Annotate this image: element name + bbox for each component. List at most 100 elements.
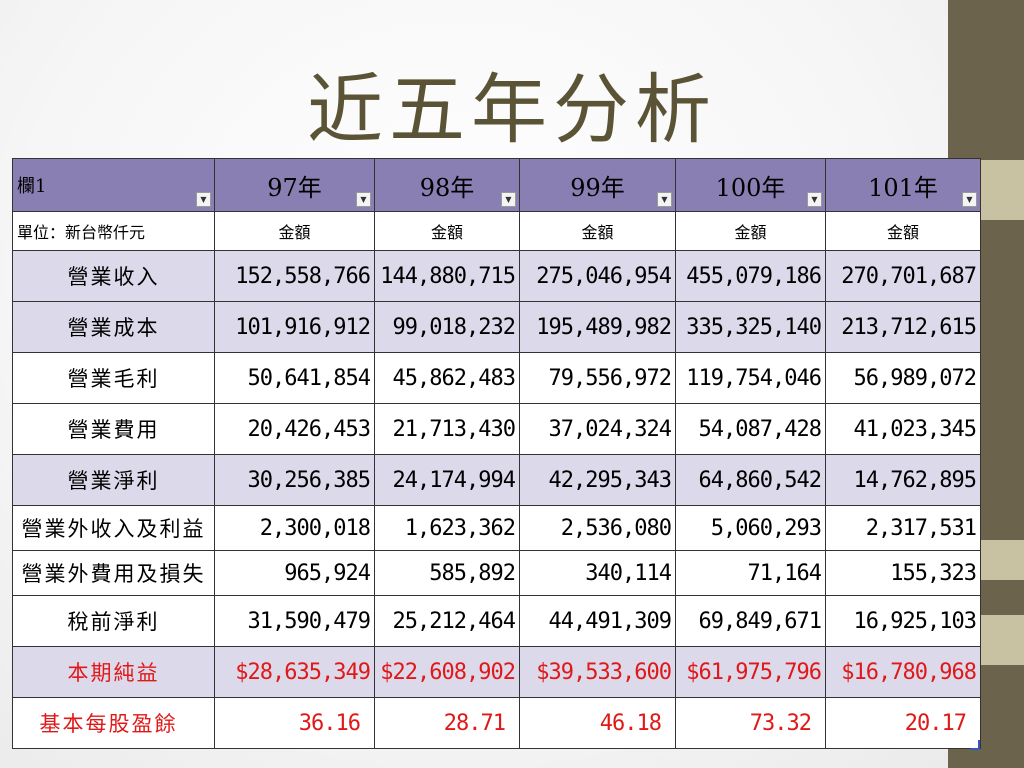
- table-cell: 44,491,309: [519, 595, 676, 647]
- filter-dropdown-icon[interactable]: ▼: [501, 192, 516, 207]
- sidebar-accent-top: [978, 160, 1024, 220]
- header-year-97: 97年 ▼: [214, 158, 375, 212]
- table-cell: 46.18: [519, 697, 676, 749]
- table-row: 營業收入 152,558,766 144,880,715 275,046,954…: [12, 250, 981, 302]
- header-year-98: 98年 ▼: [374, 158, 520, 212]
- sidebar-accent-bottom: [978, 615, 1024, 665]
- table-row: 營業外費用及損失 965,924 585,892 340,114 71,164 …: [12, 550, 981, 596]
- unit-cell: 金額: [675, 211, 826, 251]
- table-cell: 213,712,615: [825, 301, 981, 353]
- table-cell: $22,608,902: [374, 646, 520, 698]
- table-resize-handle-icon[interactable]: [970, 740, 980, 750]
- table-cell: 37,024,324: [519, 403, 676, 455]
- table-cell: 71,164: [675, 550, 826, 596]
- table-cell: 64,860,542: [675, 454, 826, 506]
- table-row: 基本每股盈餘 36.16 28.71 46.18 73.32 20.17: [12, 697, 981, 749]
- table-cell: 1,623,362: [374, 505, 520, 551]
- table-cell: 119,754,046: [675, 352, 826, 404]
- table-cell: 20,426,453: [214, 403, 375, 455]
- header-corner-label: 欄1: [17, 176, 47, 197]
- table-cell: 41,023,345: [825, 403, 981, 455]
- table-cell: 50,641,854: [214, 352, 375, 404]
- row-label: 營業成本: [12, 301, 215, 353]
- table-cell: 5,060,293: [675, 505, 826, 551]
- row-label: 營業外收入及利益: [12, 505, 215, 551]
- table-cell: 2,300,018: [214, 505, 375, 551]
- table-row: 營業外收入及利益 2,300,018 1,623,362 2,536,080 5…: [12, 505, 981, 551]
- filter-dropdown-icon[interactable]: ▼: [807, 192, 822, 207]
- row-label: 營業收入: [12, 250, 215, 302]
- table-cell: 45,862,483: [374, 352, 520, 404]
- table-row: 稅前淨利 31,590,479 25,212,464 44,491,309 69…: [12, 595, 981, 647]
- table-cell: 25,212,464: [374, 595, 520, 647]
- unit-cell: 金額: [374, 211, 520, 251]
- table-cell: 335,325,140: [675, 301, 826, 353]
- header-year-label: 101年: [868, 173, 938, 202]
- table-cell: 455,079,186: [675, 250, 826, 302]
- table-cell: 24,174,994: [374, 454, 520, 506]
- unit-row: 單位：新台幣仟元 金額 金額 金額 金額 金額: [12, 211, 981, 251]
- row-label: 營業費用: [12, 403, 215, 455]
- table-row: 本期純益 $28,635,349 $22,608,902 $39,533,600…: [12, 646, 981, 698]
- table-cell: 155,323: [825, 550, 981, 596]
- table-cell: 965,924: [214, 550, 375, 596]
- table-cell: $16,780,968: [825, 646, 981, 698]
- row-label: 本期純益: [12, 646, 215, 698]
- table-row: 營業成本 101,916,912 99,018,232 195,489,982 …: [12, 301, 981, 353]
- table-cell: 340,114: [519, 550, 676, 596]
- row-label: 營業淨利: [12, 454, 215, 506]
- filter-dropdown-icon[interactable]: ▼: [196, 192, 211, 207]
- sidebar-accent-middle: [978, 540, 1024, 580]
- table-cell: 270,701,687: [825, 250, 981, 302]
- table-row: 營業費用 20,426,453 21,713,430 37,024,324 54…: [12, 403, 981, 455]
- table-cell: $28,635,349: [214, 646, 375, 698]
- table-row: 營業淨利 30,256,385 24,174,994 42,295,343 64…: [12, 454, 981, 506]
- table-cell: 195,489,982: [519, 301, 676, 353]
- table-cell: 152,558,766: [214, 250, 375, 302]
- table-cell: 16,925,103: [825, 595, 981, 647]
- table-cell: 42,295,343: [519, 454, 676, 506]
- table-cell: 144,880,715: [374, 250, 520, 302]
- row-label: 營業外費用及損失: [12, 550, 215, 596]
- unit-cell: 金額: [519, 211, 676, 251]
- table-cell: 79,556,972: [519, 352, 676, 404]
- table-cell: 21,713,430: [374, 403, 520, 455]
- table-cell: 31,590,479: [214, 595, 375, 647]
- table-cell: 30,256,385: [214, 454, 375, 506]
- table-cell: 275,046,954: [519, 250, 676, 302]
- table-cell: 2,536,080: [519, 505, 676, 551]
- header-year-99: 99年 ▼: [519, 158, 676, 212]
- table-row: 營業毛利 50,641,854 45,862,483 79,556,972 11…: [12, 352, 981, 404]
- unit-cell: 金額: [825, 211, 981, 251]
- filter-dropdown-icon[interactable]: ▼: [962, 192, 977, 207]
- filter-dropdown-icon[interactable]: ▼: [356, 192, 371, 207]
- filter-dropdown-icon[interactable]: ▼: [657, 192, 672, 207]
- header-row: 欄1 ▼ 97年 ▼ 98年 ▼ 99年 ▼ 100年 ▼ 101年 ▼: [12, 158, 981, 212]
- table-cell: 69,849,671: [675, 595, 826, 647]
- row-label: 營業毛利: [12, 352, 215, 404]
- table-cell: 20.17: [825, 697, 981, 749]
- financial-table: 欄1 ▼ 97年 ▼ 98年 ▼ 99年 ▼ 100年 ▼ 101年 ▼: [12, 158, 981, 749]
- header-year-label: 100年: [715, 173, 786, 202]
- header-year-label: 98年: [419, 173, 475, 202]
- header-year-100: 100年 ▼: [675, 158, 826, 212]
- table-cell: 36.16: [214, 697, 375, 749]
- header-year-101: 101年 ▼: [825, 158, 981, 212]
- header-corner: 欄1 ▼: [12, 158, 215, 212]
- unit-label: 單位：新台幣仟元: [12, 211, 215, 251]
- table-cell: 73.32: [675, 697, 826, 749]
- header-year-label: 97年: [267, 173, 322, 202]
- header-year-label: 99年: [570, 173, 625, 202]
- table-cell: 99,018,232: [374, 301, 520, 353]
- row-label: 稅前淨利: [12, 595, 215, 647]
- slide-title: 近五年分析: [307, 65, 717, 154]
- table-cell: 2,317,531: [825, 505, 981, 551]
- table-cell: 585,892: [374, 550, 520, 596]
- table-cell: 101,916,912: [214, 301, 375, 353]
- table-cell: 28.71: [374, 697, 520, 749]
- row-label: 基本每股盈餘: [12, 697, 215, 749]
- table-cell: 56,989,072: [825, 352, 981, 404]
- table-cell: $39,533,600: [519, 646, 676, 698]
- table-cell: $61,975,796: [675, 646, 826, 698]
- table-cell: 54,087,428: [675, 403, 826, 455]
